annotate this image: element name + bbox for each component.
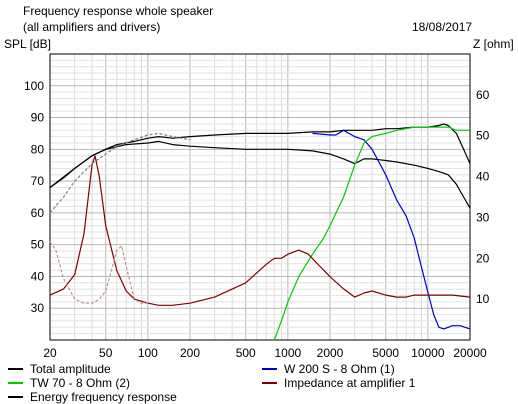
y-left-axis-label: SPL [dB] (4, 37, 51, 51)
x-tick-label: 20 (43, 346, 57, 360)
chart-date: 18/08/2017 (412, 20, 473, 34)
x-tick-label: 200 (180, 346, 200, 360)
series-line (49, 132, 191, 214)
series-line (49, 140, 471, 209)
y-right-tick-label: 60 (476, 88, 490, 102)
y-left-tick-label: 30 (31, 301, 45, 315)
y-left-tick-label: 100 (24, 79, 44, 93)
series-line (49, 123, 471, 188)
legend-label: Energy frequency response (30, 390, 177, 404)
x-tick-label: 50 (99, 346, 113, 360)
y-left-tick-label: 80 (31, 142, 45, 156)
y-left-tick-label: 70 (31, 174, 45, 188)
y-left-tick-label: 90 (31, 111, 45, 125)
legend-swatch (8, 382, 23, 384)
chart-title: Frequency response whole speaker (23, 4, 214, 18)
legend-swatch (262, 382, 277, 384)
series-line (273, 126, 470, 341)
y-left-tick-label: 40 (31, 269, 45, 283)
legend-label: W 200 S - 8 Ohm (1) (284, 362, 395, 376)
legend-label: TW 70 - 8 Ohm (2) (30, 376, 131, 390)
legend-label: Total amplitude (30, 362, 111, 376)
x-tick-label: 10000 (411, 346, 445, 360)
legend-label: Impedance at amplifier 1 (284, 376, 416, 390)
series-line (49, 241, 148, 304)
y-left-tick-label: 50 (31, 238, 45, 252)
y-left-tick-label: 60 (31, 206, 45, 220)
series-line (49, 155, 471, 306)
legend-swatch (262, 368, 277, 370)
y-right-axis-label: Z [ohm] (473, 37, 514, 51)
y-right-tick-label: 50 (476, 129, 490, 143)
y-right-tick-label: 10 (476, 292, 490, 306)
plot-background (50, 54, 470, 340)
y-right-tick-label: 30 (476, 210, 490, 224)
legend-swatch (8, 396, 23, 398)
series-line (312, 129, 471, 330)
x-tick-label: 1000 (275, 346, 302, 360)
y-right-tick-label: 40 (476, 170, 490, 184)
x-tick-label: 500 (236, 346, 256, 360)
plot-frame (49, 53, 471, 341)
x-tick-label: 100 (138, 346, 158, 360)
x-tick-label: 20000 (453, 346, 487, 360)
chart-subtitle: (all amplifiers and drivers) (23, 20, 161, 34)
x-tick-label: 2000 (317, 346, 344, 360)
x-tick-label: 5000 (372, 346, 399, 360)
y-right-tick-label: 20 (476, 251, 490, 265)
legend-swatch (8, 368, 23, 370)
